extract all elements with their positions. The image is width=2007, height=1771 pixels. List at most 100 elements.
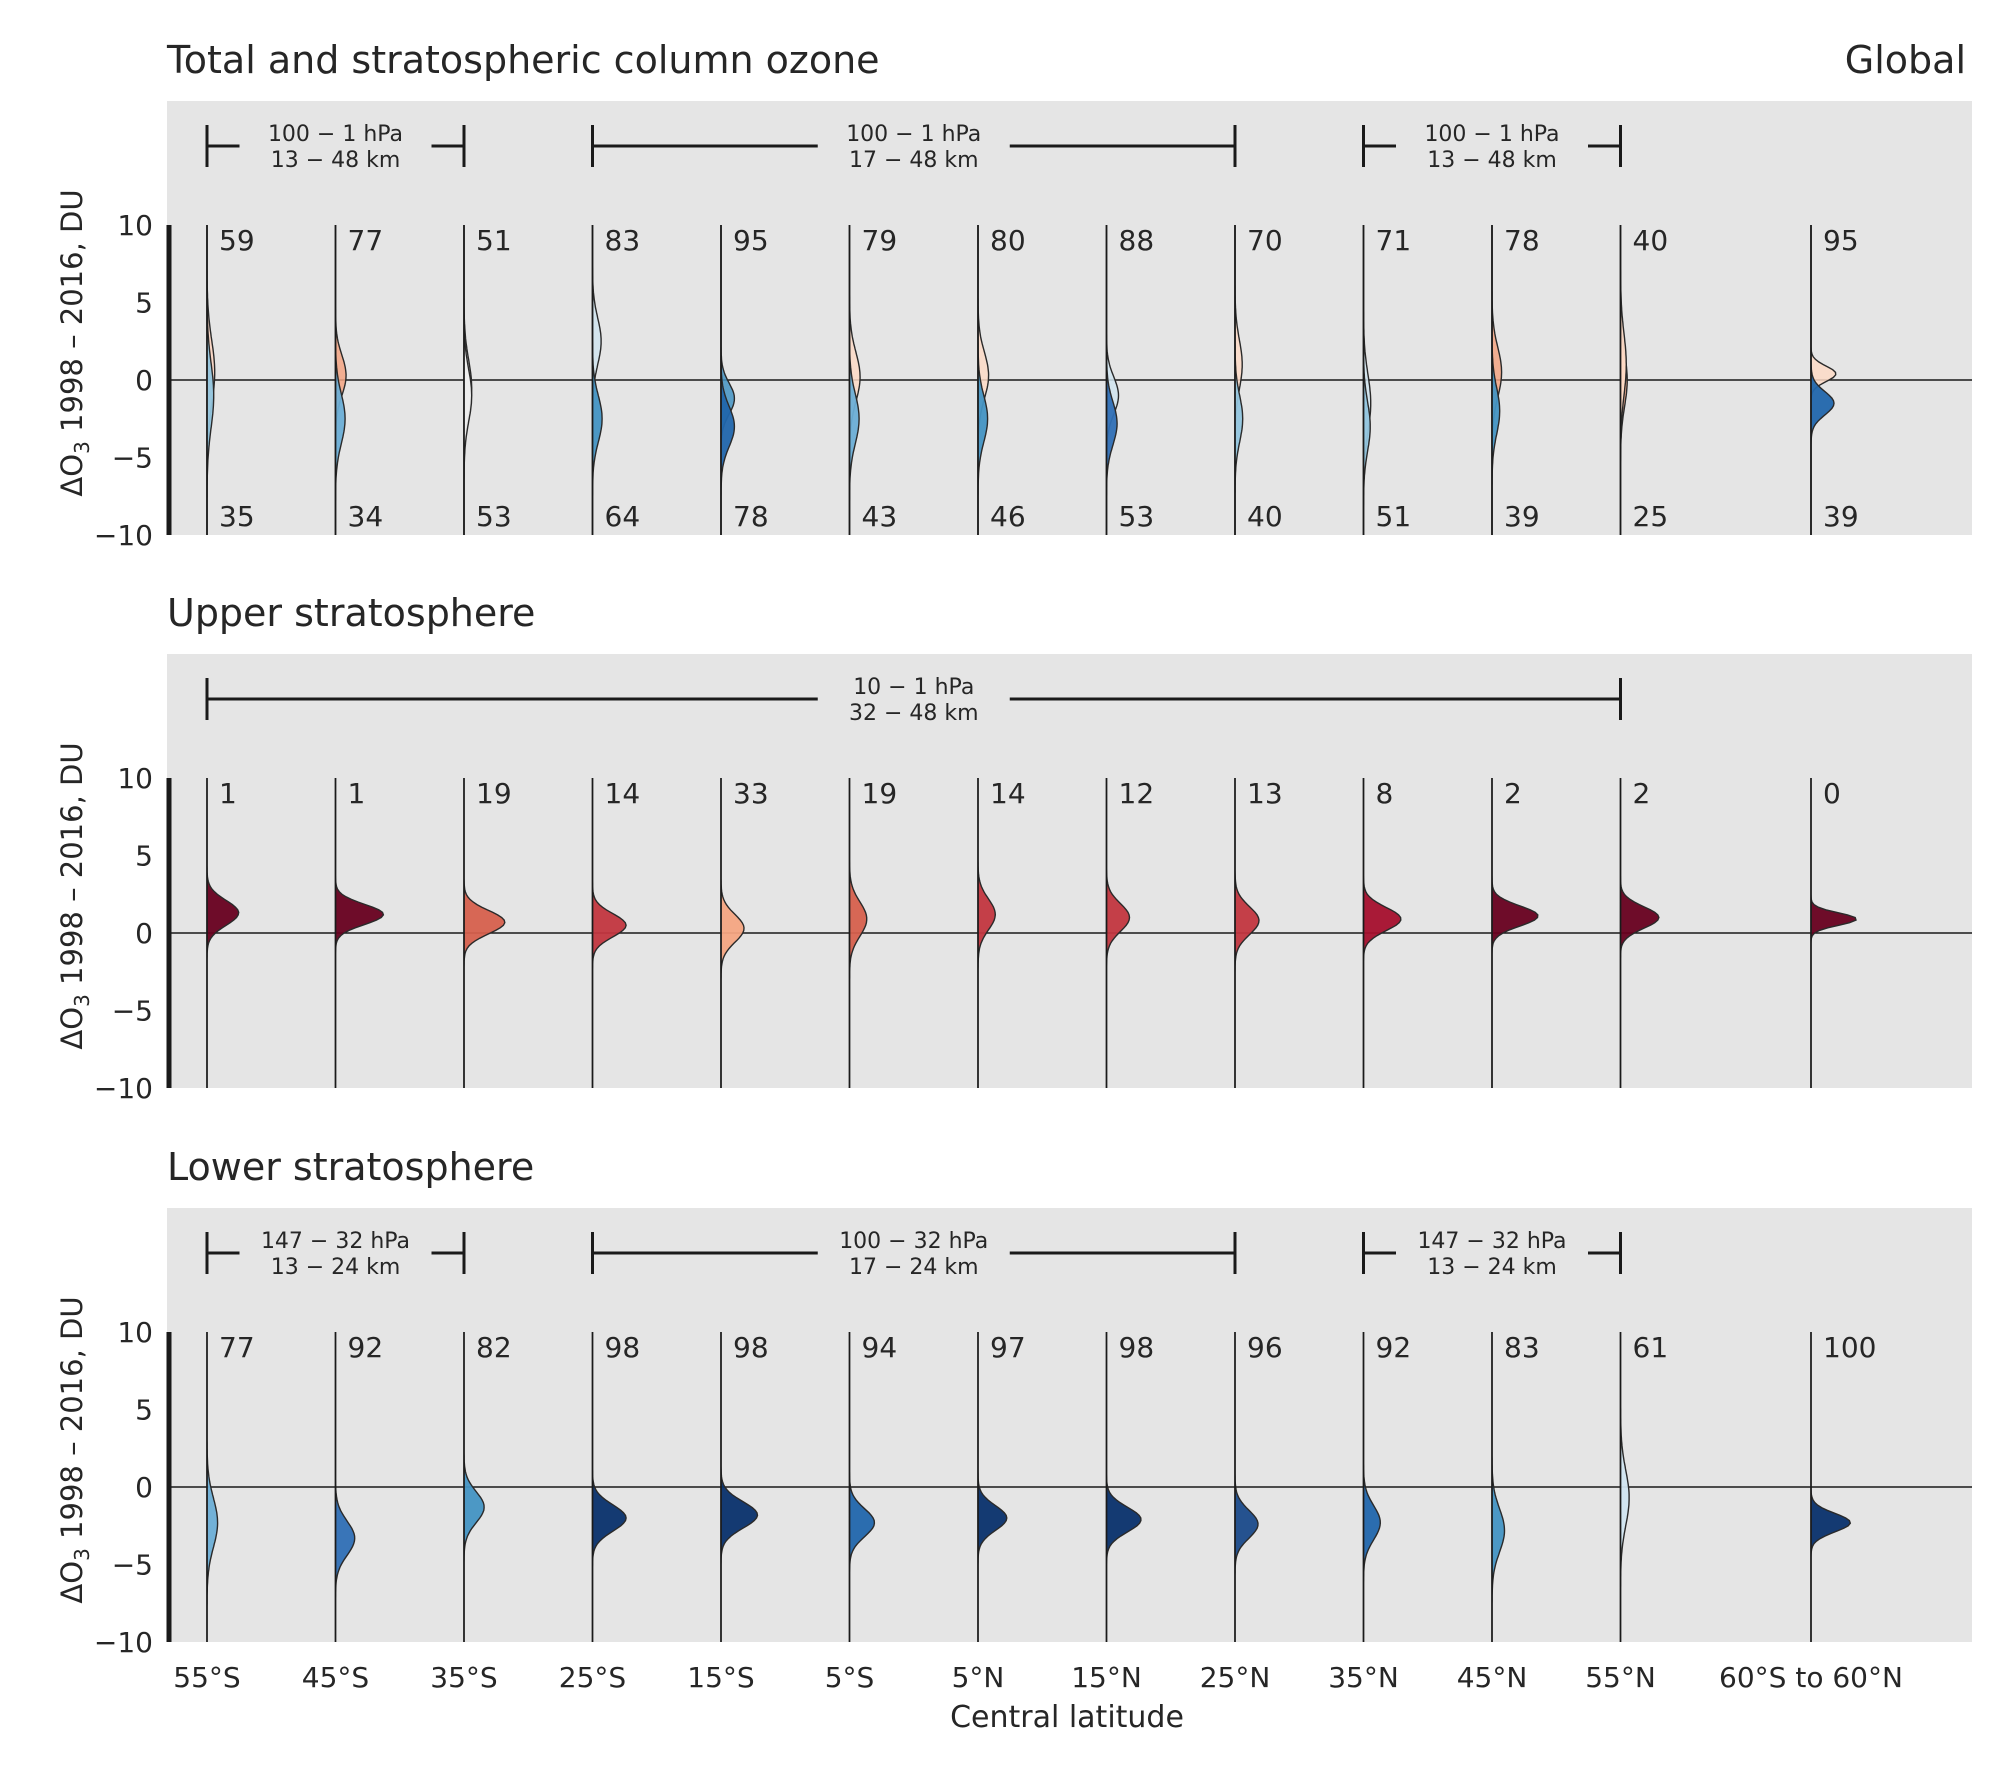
altitude-range-label: 13 − 24 km (1427, 1255, 1557, 1280)
percent-positive-label: 83 (1504, 1331, 1540, 1364)
x-tick-label: 5°S (825, 1661, 875, 1694)
percent-positive-label: 98 (1119, 1331, 1155, 1364)
panel-title: Total and stratospheric column ozone (166, 38, 880, 82)
percent-positive-label: 70 (1247, 224, 1283, 257)
pressure-range-label: 100 − 1 hPa (268, 122, 403, 147)
global-label: Global (1845, 38, 1966, 82)
y-axis-label-symbol: ΔO (55, 1561, 89, 1604)
range-band (167, 654, 1972, 778)
y-tick-label: −10 (94, 1072, 153, 1105)
percent-negative-label: 35 (219, 500, 255, 533)
percent-positive-label: 14 (990, 777, 1026, 810)
y-tick-label: −5 (112, 442, 153, 475)
y-axis-label: ΔO3 1998 – 2016, DU (55, 1296, 94, 1603)
percent-positive-label: 100 (1823, 1331, 1876, 1364)
percent-positive-label: 94 (862, 1331, 898, 1364)
percent-positive-label: 95 (733, 224, 769, 257)
percent-positive-label: 2 (1504, 777, 1522, 810)
x-tick-label: 15°S (687, 1661, 754, 1694)
altitude-range-label: 32 − 48 km (849, 701, 979, 726)
x-axis-label: Central latitude (950, 1700, 1184, 1735)
pressure-range-label: 147 − 32 hPa (261, 1229, 410, 1254)
y-tick-label: −10 (94, 519, 153, 552)
x-tick-label: 45°S (302, 1661, 369, 1694)
x-tick-label: 55°N (1585, 1661, 1656, 1694)
percent-positive-label: 95 (1823, 224, 1859, 257)
y-tick-label: −5 (112, 995, 153, 1028)
percent-positive-label: 79 (862, 224, 898, 257)
y-tick-label: 0 (135, 1471, 153, 1504)
percent-positive-label: 8 (1376, 777, 1394, 810)
pressure-range-label: 147 − 32 hPa (1417, 1229, 1566, 1254)
altitude-range-label: 13 − 48 km (1427, 148, 1557, 173)
percent-positive-label: 0 (1823, 777, 1841, 810)
x-tick-label: 25°S (559, 1661, 626, 1694)
y-tick-label: 0 (135, 364, 153, 397)
percent-positive-label: 33 (733, 777, 769, 810)
percent-positive-label: 98 (605, 1331, 641, 1364)
percent-negative-label: 53 (1119, 500, 1155, 533)
percent-positive-label: 51 (476, 224, 512, 257)
percent-negative-label: 40 (1247, 500, 1283, 533)
panel-title: Upper stratosphere (167, 591, 535, 635)
x-tick-label: 35°N (1328, 1661, 1399, 1694)
percent-positive-label: 92 (348, 1331, 384, 1364)
panel-total-column: Total and stratospheric column ozone 100… (55, 38, 1972, 552)
percent-positive-label: 1 (348, 777, 366, 810)
range-band (167, 101, 1972, 225)
percent-positive-label: 82 (476, 1331, 512, 1364)
y-axis-label-subscript: 3 (70, 994, 94, 1007)
percent-positive-label: 83 (605, 224, 641, 257)
percent-negative-label: 78 (733, 500, 769, 533)
pressure-range-label: 100 − 1 hPa (846, 122, 981, 147)
percent-positive-label: 12 (1119, 777, 1155, 810)
percent-negative-label: 43 (862, 500, 898, 533)
percent-positive-label: 19 (476, 777, 512, 810)
percent-negative-label: 39 (1504, 500, 1540, 533)
y-tick-label: 5 (135, 840, 153, 873)
percent-positive-label: 98 (733, 1331, 769, 1364)
percent-positive-label: 59 (219, 224, 255, 257)
y-tick-label: −10 (94, 1626, 153, 1659)
percent-positive-label: 97 (990, 1331, 1026, 1364)
percent-positive-label: 2 (1633, 777, 1651, 810)
altitude-range-label: 13 − 48 km (271, 148, 401, 173)
y-tick-label: 5 (135, 1394, 153, 1427)
percent-positive-label: 13 (1247, 777, 1283, 810)
altitude-range-label: 17 − 48 km (849, 148, 979, 173)
panel-title: Lower stratosphere (167, 1145, 534, 1189)
percent-positive-label: 77 (348, 224, 384, 257)
y-axis-label-symbol: ΔO (55, 1007, 89, 1050)
percent-positive-label: 19 (862, 777, 898, 810)
y-axis-label-text: 1998 – 2016, DU (55, 1296, 89, 1548)
y-axis-label: ΔO3 1998 – 2016, DU (55, 742, 94, 1049)
y-tick-label: 10 (117, 1316, 153, 1349)
y-tick-label: 10 (117, 762, 153, 795)
y-tick-label: −5 (112, 1549, 153, 1582)
percent-negative-label: 46 (990, 500, 1026, 533)
y-tick-label: 10 (117, 209, 153, 242)
y-tick-label: 0 (135, 917, 153, 950)
percent-positive-label: 40 (1633, 224, 1669, 257)
x-tick-label: 15°N (1071, 1661, 1142, 1694)
pressure-range-label: 100 − 32 hPa (839, 1229, 988, 1254)
percent-negative-label: 51 (1376, 500, 1412, 533)
y-axis-label-subscript: 3 (70, 441, 94, 454)
percent-positive-label: 92 (1376, 1331, 1412, 1364)
pressure-range-label: 100 − 1 hPa (1424, 122, 1559, 147)
percent-negative-label: 53 (476, 500, 512, 533)
y-tick-label: 5 (135, 287, 153, 320)
percent-negative-label: 34 (348, 500, 384, 533)
percent-negative-label: 25 (1633, 500, 1669, 533)
percent-negative-label: 39 (1823, 500, 1859, 533)
range-band (167, 1208, 1972, 1332)
